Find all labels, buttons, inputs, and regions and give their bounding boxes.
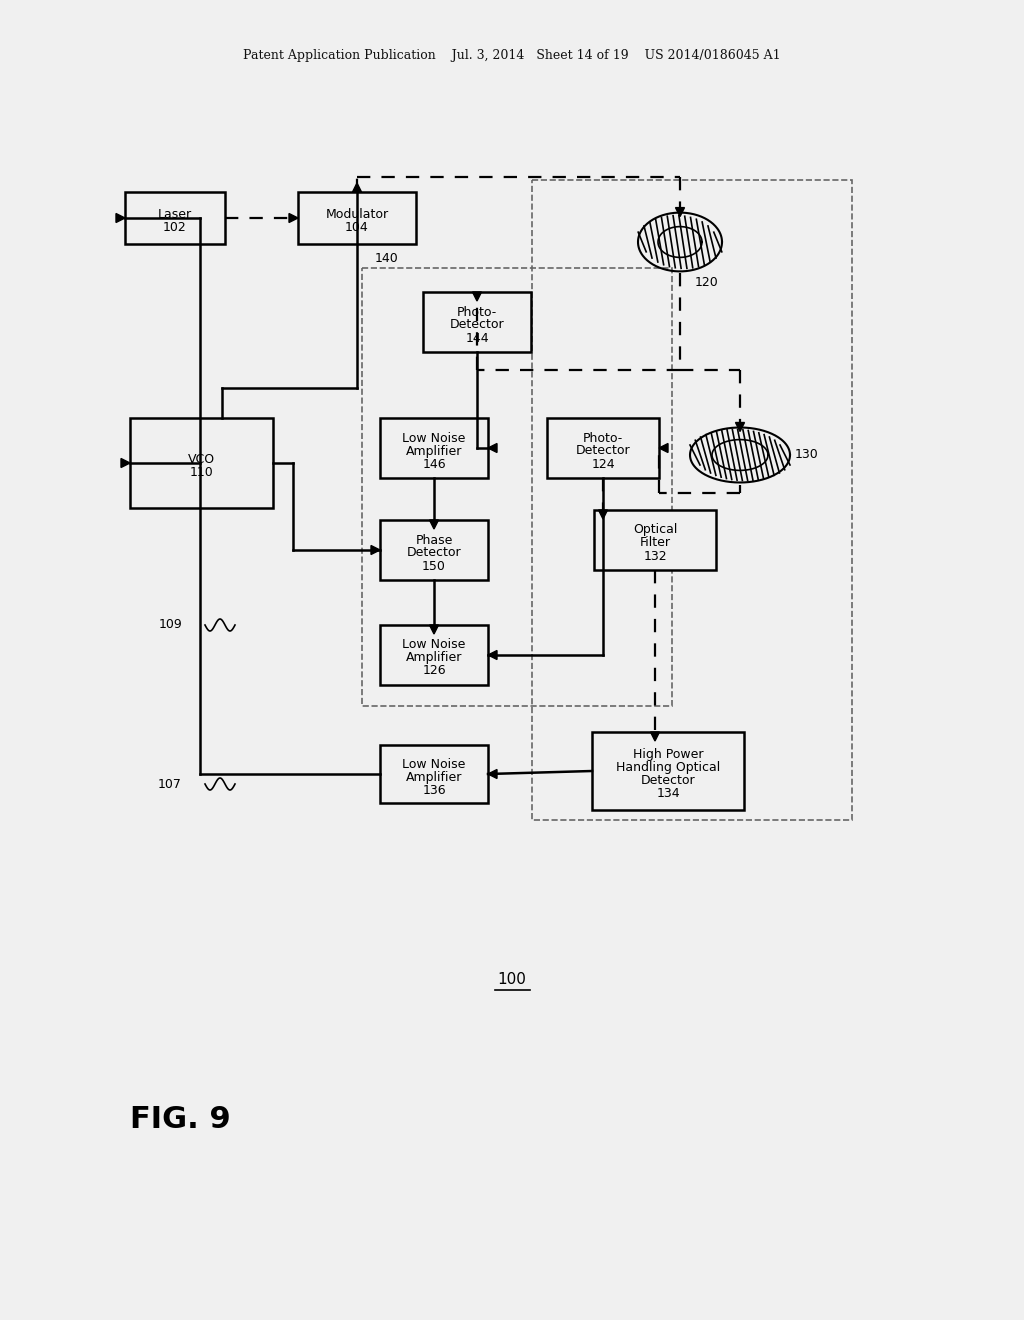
Bar (125, 191, 225, 244)
Text: 120: 120 (695, 276, 719, 289)
Polygon shape (429, 624, 438, 634)
Bar (532, 180, 852, 820)
Bar (423, 292, 531, 352)
Text: Low Noise: Low Noise (402, 758, 466, 771)
Text: Detector: Detector (450, 318, 504, 331)
Text: Patent Application Publication    Jul. 3, 2014   Sheet 14 of 19    US 2014/01860: Patent Application Publication Jul. 3, 2… (243, 49, 781, 62)
Bar (547, 418, 659, 478)
Text: Phase: Phase (416, 533, 453, 546)
Polygon shape (472, 292, 481, 301)
Text: Low Noise: Low Noise (402, 639, 466, 652)
Text: 130: 130 (795, 449, 819, 462)
Polygon shape (371, 545, 380, 554)
Text: Modulator: Modulator (326, 209, 388, 220)
Text: 144: 144 (465, 331, 488, 345)
Bar (362, 268, 672, 706)
Bar (592, 733, 744, 810)
Text: Optical: Optical (633, 524, 677, 536)
Polygon shape (598, 510, 607, 519)
Polygon shape (676, 207, 684, 216)
Polygon shape (488, 770, 497, 779)
Text: 110: 110 (189, 466, 213, 479)
Text: 150: 150 (422, 560, 445, 573)
Polygon shape (488, 651, 497, 660)
Text: 136: 136 (422, 784, 445, 796)
Polygon shape (352, 183, 361, 191)
Text: Detector: Detector (407, 546, 462, 560)
Bar (298, 191, 416, 244)
Polygon shape (429, 520, 438, 529)
Polygon shape (650, 733, 659, 741)
Text: Detector: Detector (641, 774, 695, 787)
Bar (380, 624, 488, 685)
Text: High Power: High Power (633, 748, 703, 762)
Polygon shape (116, 214, 125, 223)
Text: Photo-: Photo- (457, 305, 497, 318)
Text: 124: 124 (591, 458, 614, 470)
Text: 146: 146 (422, 458, 445, 470)
Text: 109: 109 (159, 619, 182, 631)
Bar (130, 418, 273, 508)
Bar (380, 418, 488, 478)
Text: 134: 134 (656, 787, 680, 800)
Polygon shape (659, 444, 668, 453)
Text: Detector: Detector (575, 445, 631, 458)
Text: Laser: Laser (158, 209, 193, 220)
Polygon shape (289, 214, 298, 223)
Bar (380, 744, 488, 803)
Text: Low Noise: Low Noise (402, 432, 466, 445)
Text: VCO: VCO (188, 453, 215, 466)
Text: 107: 107 (158, 777, 182, 791)
Text: Handling Optical: Handling Optical (615, 762, 720, 774)
Text: 126: 126 (422, 664, 445, 677)
Bar (380, 520, 488, 579)
Polygon shape (488, 444, 497, 453)
Text: Amplifier: Amplifier (406, 445, 462, 458)
Text: FIG. 9: FIG. 9 (130, 1106, 230, 1134)
Text: Amplifier: Amplifier (406, 771, 462, 784)
Text: Filter: Filter (640, 536, 671, 549)
Text: 104: 104 (345, 220, 369, 234)
Text: 102: 102 (163, 220, 186, 234)
Text: 132: 132 (643, 549, 667, 562)
Text: 100: 100 (498, 973, 526, 987)
Text: Amplifier: Amplifier (406, 652, 462, 664)
Polygon shape (735, 422, 744, 432)
Polygon shape (121, 458, 130, 467)
Text: 140: 140 (375, 252, 398, 265)
Text: Photo-: Photo- (583, 432, 624, 445)
Bar (594, 510, 716, 570)
